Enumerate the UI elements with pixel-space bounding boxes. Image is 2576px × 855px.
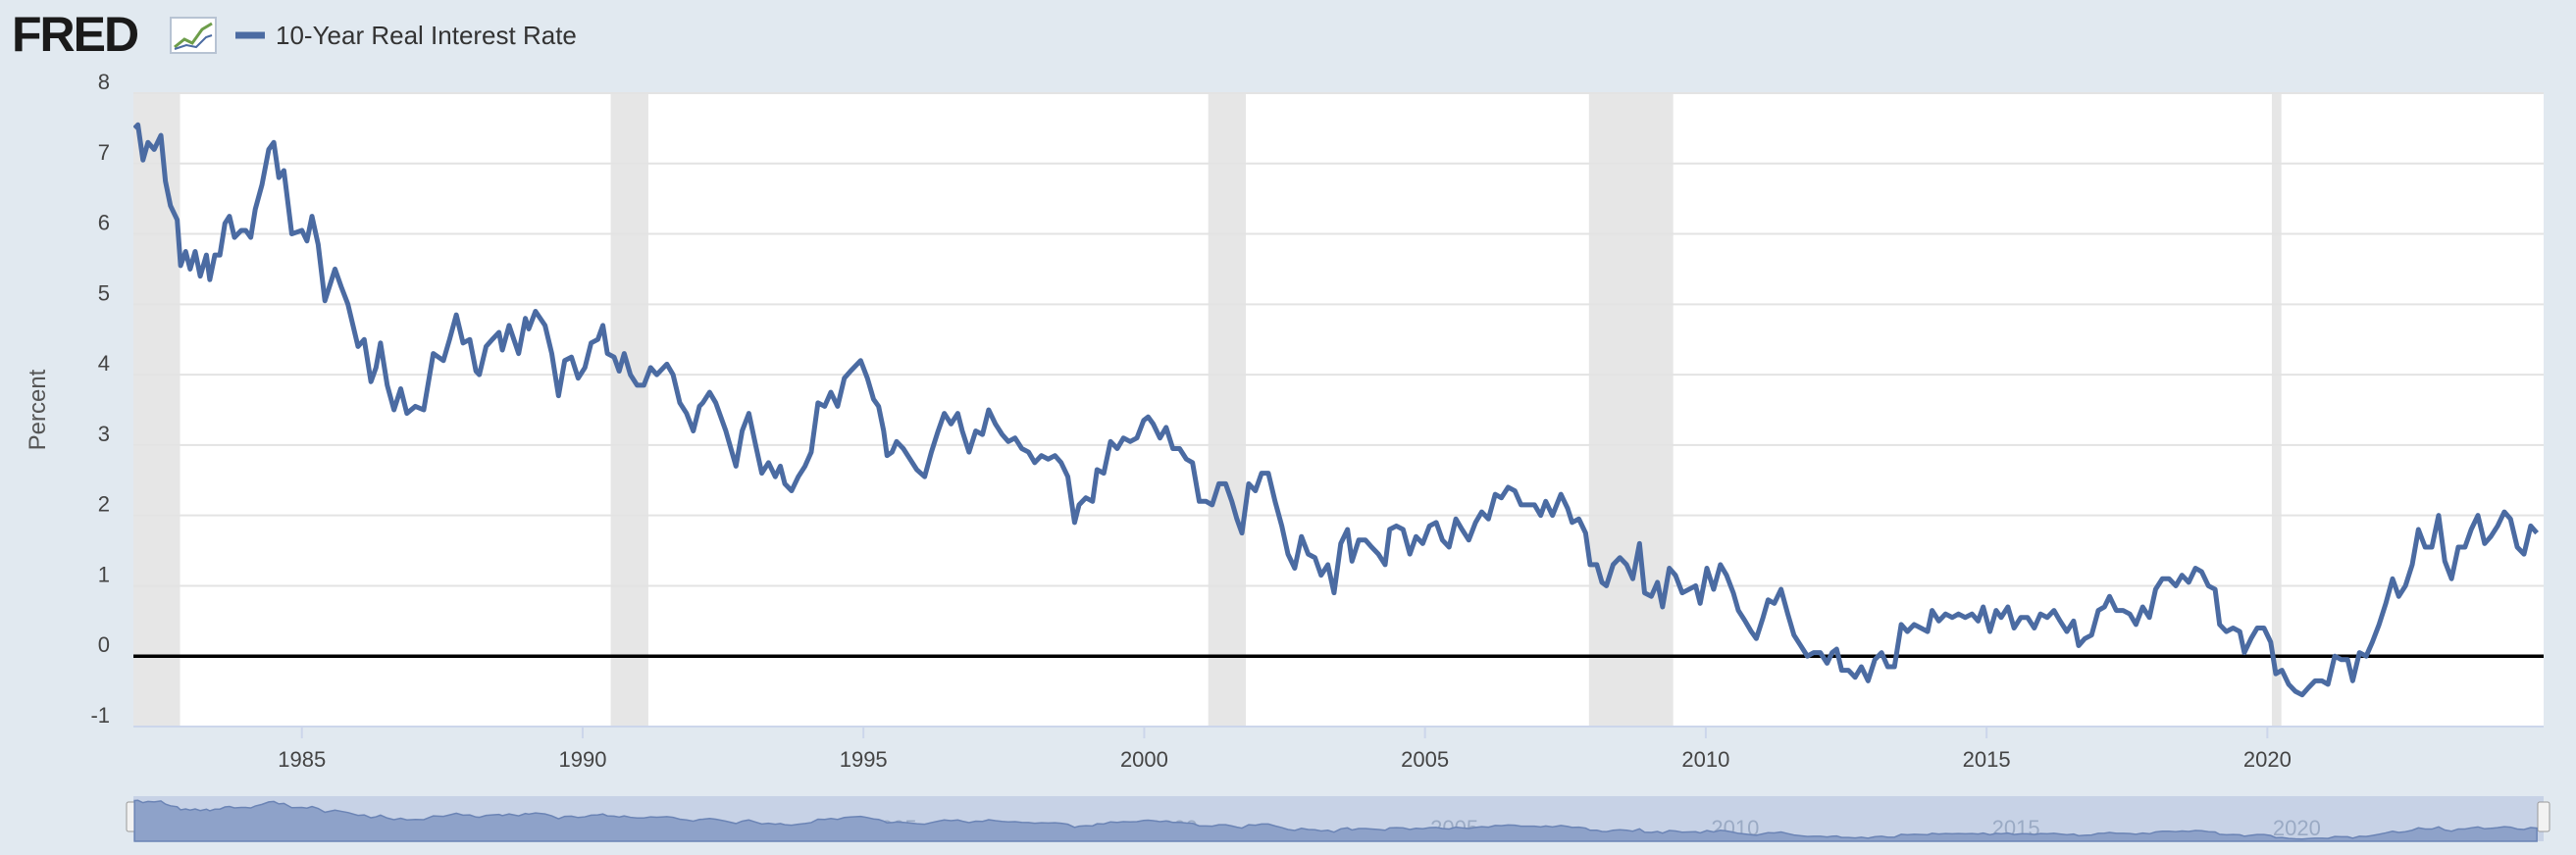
recession-band [133, 93, 180, 727]
logo: FRED [12, 7, 138, 62]
recession-band [1588, 93, 1674, 727]
x-tick-label: 2000 [1120, 747, 1168, 772]
x-tick-label: 2005 [1401, 747, 1449, 772]
y-tick-label: 6 [98, 211, 110, 235]
y-tick-label: 1 [98, 562, 110, 586]
series-line [133, 122, 2540, 698]
navigator-tick-label: 2020 [2273, 816, 2321, 840]
y-tick-label: 4 [98, 351, 110, 376]
y-tick-label: 8 [98, 70, 110, 94]
x-tick-label: 2010 [1681, 747, 1729, 772]
y-tick-label: 2 [98, 492, 110, 517]
y-tick-label: 5 [98, 280, 110, 305]
recession-band [1208, 93, 1247, 727]
x-tick-label: 1990 [558, 747, 606, 772]
navigator-area [133, 799, 2538, 842]
logo-icon [170, 17, 217, 54]
recession-band [2271, 93, 2282, 727]
navigator-handle-right[interactable] [2537, 801, 2550, 832]
x-tick-label: 1995 [840, 747, 888, 772]
y-tick-label: -1 [90, 703, 110, 728]
legend-label: 10-Year Real Interest Rate [276, 21, 577, 50]
recession-band [610, 93, 648, 727]
y-axis-label: Percent [25, 369, 51, 450]
axis-layer: -1 0 1 2 3 4 5 6 7 8 1985 1990 1995 2000 2005 2010 2015 2… [90, 70, 2544, 772]
y-tick-label: 7 [98, 140, 110, 165]
x-tick-label: 2020 [2243, 747, 2292, 772]
x-tick-label: 1985 [278, 747, 326, 772]
y-tick-label: 0 [98, 632, 110, 657]
recession-layer [133, 93, 2282, 727]
x-tick-label: 2015 [1963, 747, 2011, 772]
line-layer [133, 122, 2544, 698]
y-tick-label: 3 [98, 422, 110, 446]
plot-area [133, 93, 2544, 727]
